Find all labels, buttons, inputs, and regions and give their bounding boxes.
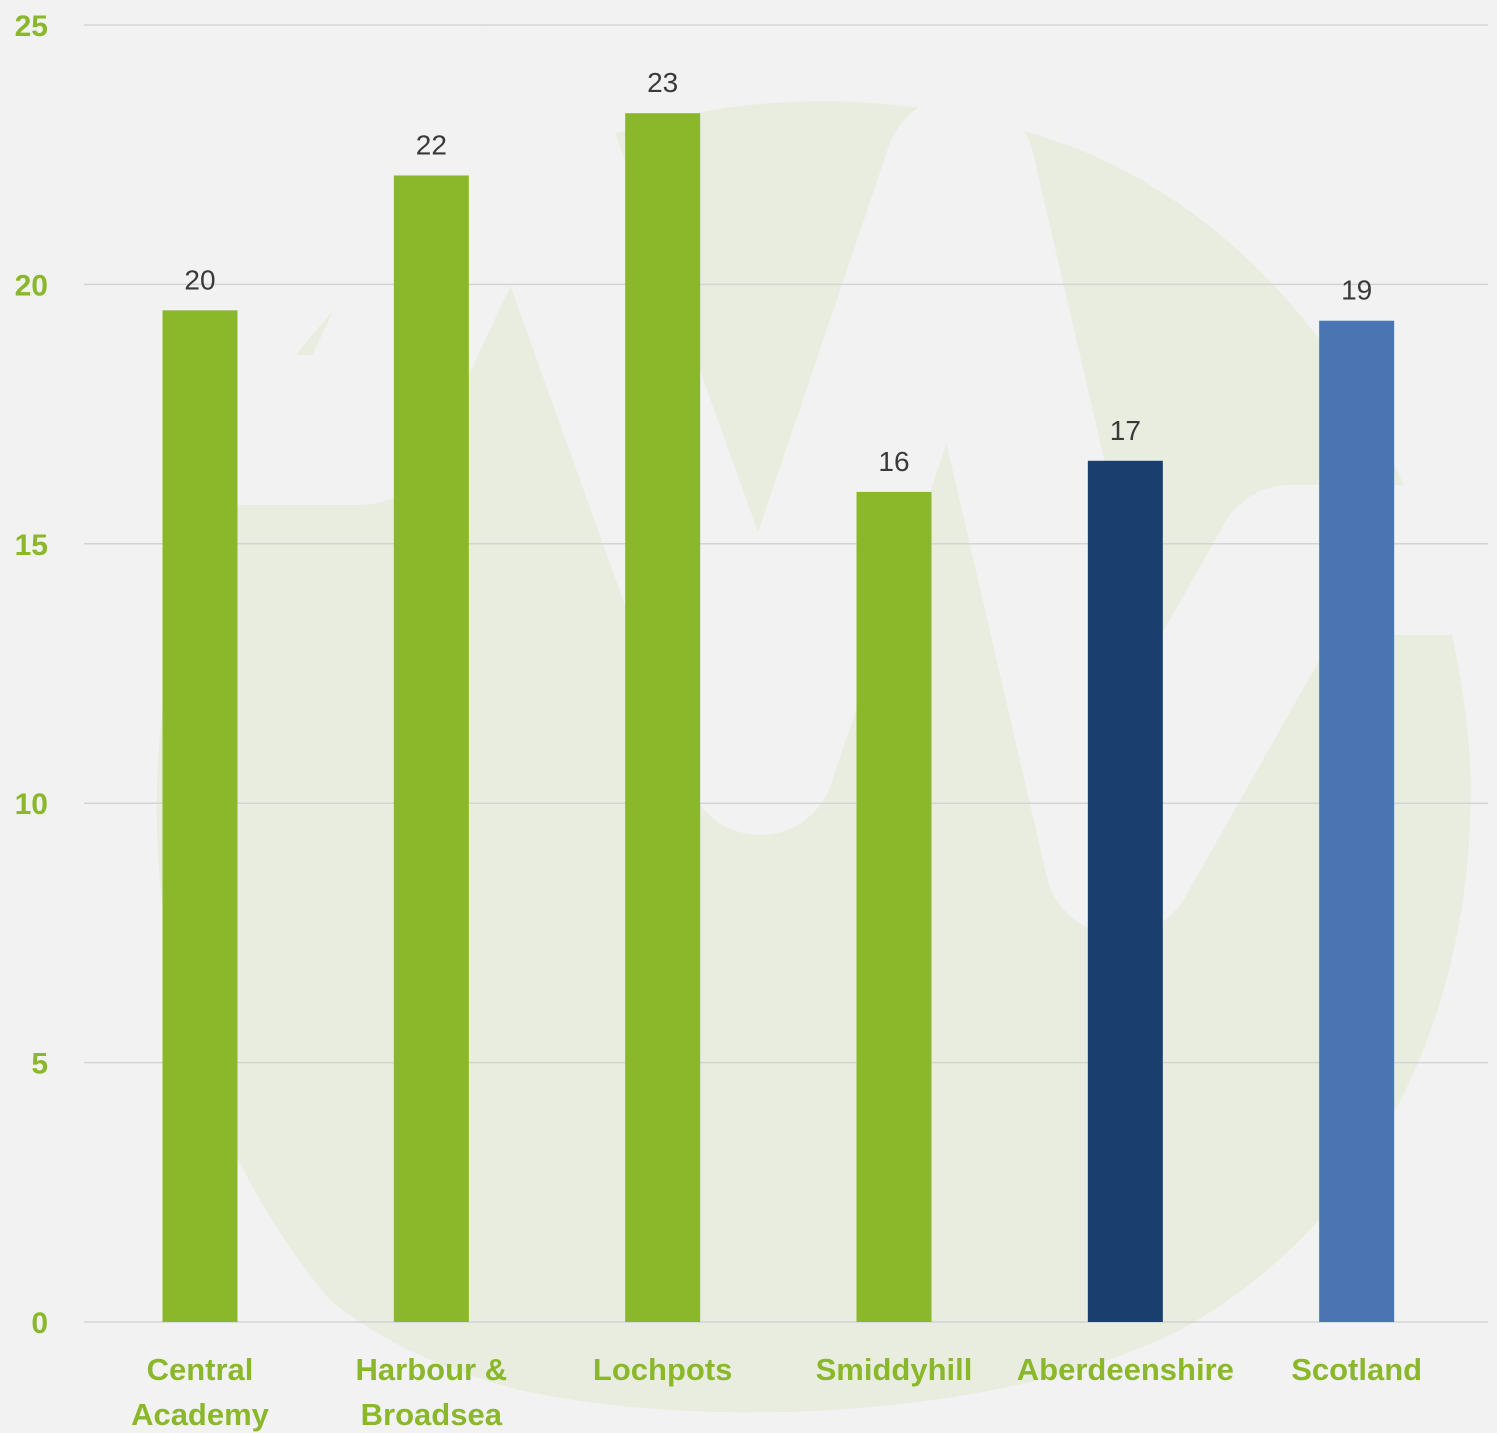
x-tick-label: Academy <box>131 1397 270 1432</box>
bars <box>162 113 1395 1323</box>
data-label: 19 <box>1341 275 1372 306</box>
bar <box>162 310 238 1323</box>
data-label: 22 <box>416 129 447 160</box>
data-label: 17 <box>1110 415 1141 446</box>
bar <box>1319 320 1395 1322</box>
data-label: 23 <box>647 67 678 98</box>
y-tick-label: 20 <box>15 269 48 302</box>
y-tick-label: 25 <box>15 10 48 43</box>
bar <box>393 175 469 1322</box>
x-tick-label: Broadsea <box>361 1397 503 1432</box>
x-tick-label: Smiddyhill <box>816 1352 973 1387</box>
data-label: 20 <box>184 264 215 295</box>
y-tick-label: 15 <box>15 529 48 562</box>
x-axis: Central Academy Harbour & Broadsea Lochpots S… <box>131 1352 1422 1432</box>
y-tick-label: 5 <box>31 1048 48 1081</box>
data-label: 16 <box>878 446 909 477</box>
bar <box>625 113 701 1322</box>
watermark-logo-icon <box>65 15 1497 1413</box>
data-labels: 20 22 23 16 17 19 <box>184 67 1372 477</box>
x-tick-label: Lochpots <box>593 1352 733 1387</box>
y-tick-label: 10 <box>15 788 48 821</box>
y-tick-label: 0 <box>31 1307 48 1340</box>
x-tick-label: Scotland <box>1291 1352 1422 1387</box>
x-tick-label: Aberdeenshire <box>1017 1352 1234 1387</box>
y-axis: 0 5 10 15 20 25 <box>15 10 48 1340</box>
bar <box>856 491 932 1322</box>
x-tick-label: Harbour & <box>356 1352 508 1387</box>
x-tick-label: Central <box>147 1352 254 1387</box>
bar <box>1087 460 1163 1322</box>
gridlines <box>84 24 1488 1323</box>
